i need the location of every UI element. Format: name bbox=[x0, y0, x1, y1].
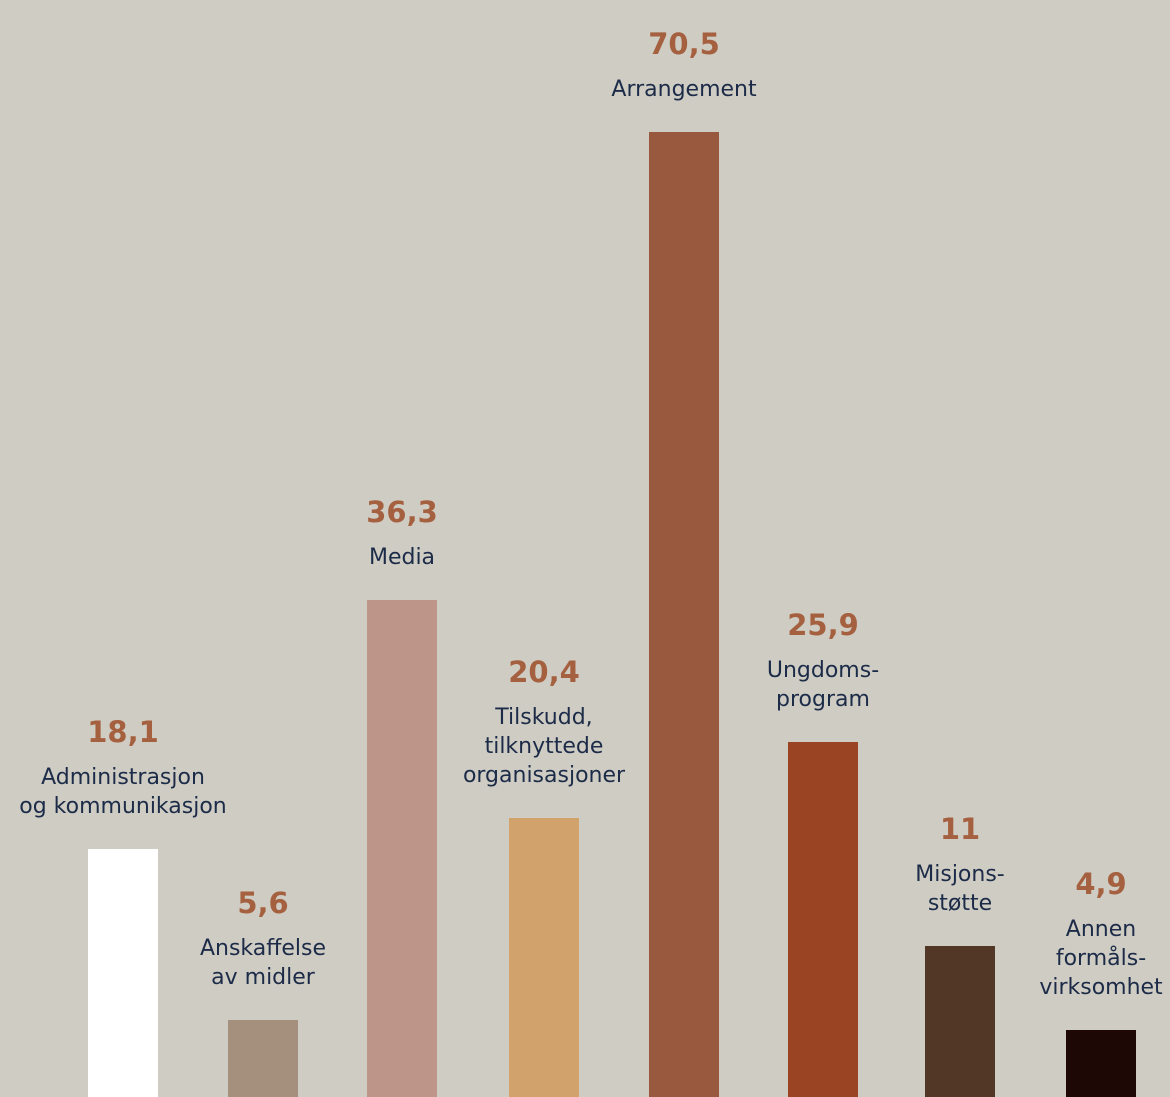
category-label-line: tilknyttede bbox=[484, 733, 604, 759]
bar bbox=[925, 946, 995, 1097]
bar bbox=[1066, 1029, 1136, 1097]
value-label: 36,3 bbox=[366, 495, 438, 530]
category-label-line: Media bbox=[368, 545, 436, 571]
category-label-line: Tilskudd, bbox=[495, 704, 593, 730]
category-label: Arrangement bbox=[611, 75, 756, 104]
category-label: Misjons-støtte bbox=[915, 860, 1004, 918]
value-label: 5,6 bbox=[237, 886, 289, 921]
category-label-line: formåls- bbox=[1055, 945, 1147, 971]
bar bbox=[367, 600, 437, 1097]
category-label: Administrasjon og kommunikasjon bbox=[19, 763, 227, 821]
category-label-line: Ungdoms- bbox=[766, 658, 880, 684]
value-label: 20,4 bbox=[508, 654, 580, 689]
category-label-line: støtte bbox=[927, 891, 993, 917]
category-label-line: Misjons- bbox=[915, 862, 1005, 888]
bar bbox=[788, 742, 858, 1097]
category-label-line: Annen bbox=[1065, 916, 1137, 942]
category-label-line: program bbox=[776, 687, 870, 713]
category-label-line: Arrangement bbox=[611, 77, 757, 102]
value-label: 18,1 bbox=[87, 715, 159, 750]
category-label-line: virksomhet bbox=[1039, 974, 1163, 1000]
category-label: Ungdoms-program bbox=[767, 656, 879, 714]
category-label: Anskaffelse av midler bbox=[200, 934, 326, 992]
category-label: Tilskudd, tilknyttede organisasjoner bbox=[463, 703, 625, 790]
category-label-line: organisasjoner bbox=[462, 762, 626, 788]
value-label: 4,9 bbox=[1075, 866, 1127, 901]
category-label-line: Anskaffelse bbox=[199, 936, 327, 962]
bar bbox=[649, 132, 719, 1097]
value-label: 11 bbox=[939, 812, 981, 847]
value-label: 70,5 bbox=[648, 27, 720, 61]
category-label-line: og kommunikasjon bbox=[19, 794, 227, 820]
bar bbox=[88, 849, 158, 1097]
category-label: Media bbox=[369, 543, 435, 572]
category-label: Annen formåls-virksomhet bbox=[1039, 915, 1162, 1002]
bar bbox=[228, 1020, 298, 1097]
value-label: 25,9 bbox=[787, 608, 859, 643]
bar bbox=[509, 817, 579, 1097]
category-label-line: av midler bbox=[211, 965, 315, 991]
category-label-line: Administrasjon bbox=[41, 765, 205, 791]
